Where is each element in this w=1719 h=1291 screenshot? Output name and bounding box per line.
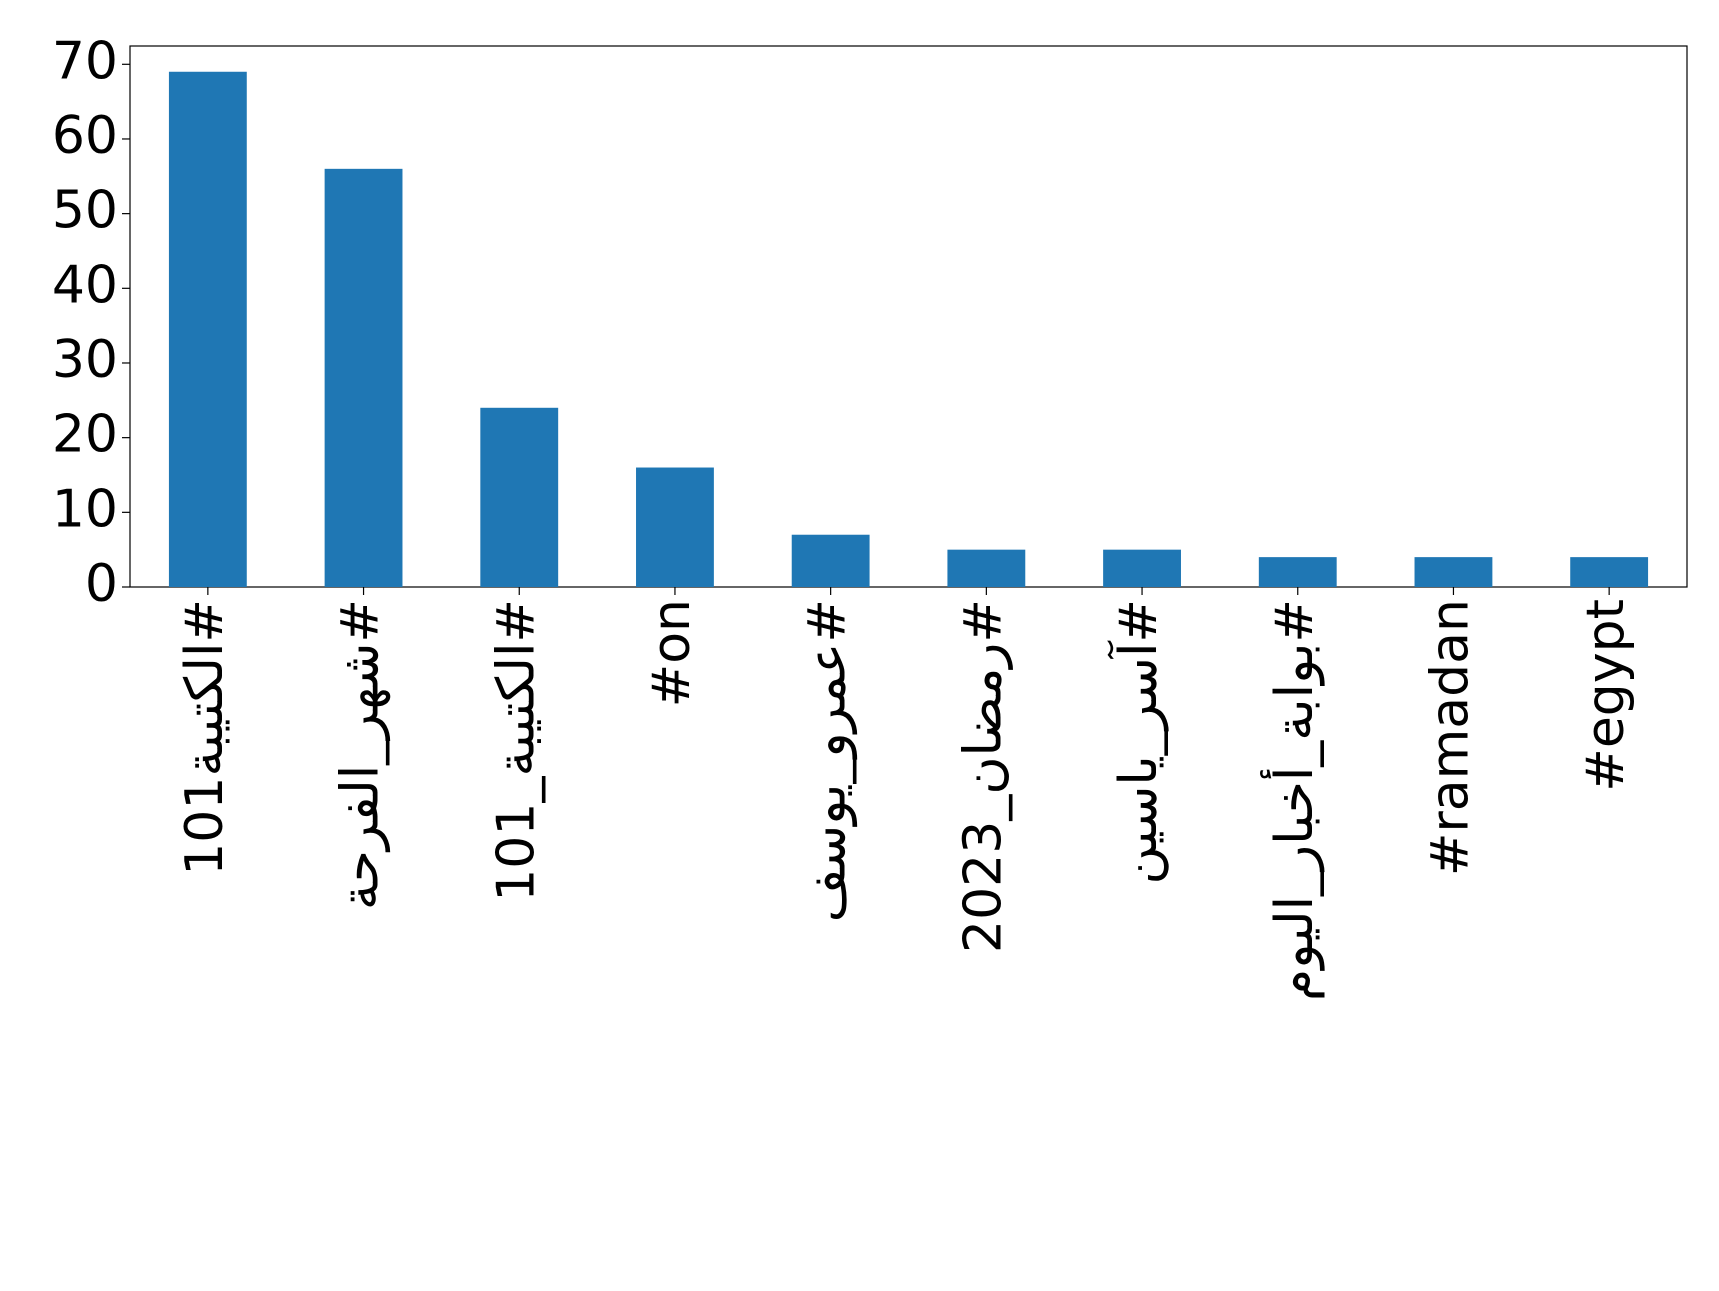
bar — [1258, 557, 1337, 587]
bar — [1570, 557, 1649, 587]
bar — [791, 534, 870, 587]
x-tick-label: #بوابة_أخبار_اليوم — [1260, 599, 1325, 1001]
y-tick-label: 70 — [52, 31, 118, 91]
y-tick-label: 20 — [52, 405, 118, 465]
y-tick-label: 0 — [85, 554, 118, 614]
bar — [1103, 549, 1181, 587]
y-tick-label: 50 — [52, 181, 118, 241]
bar — [947, 549, 1026, 587]
bar — [480, 407, 559, 587]
bar — [168, 71, 247, 587]
x-tick-label: #on — [642, 599, 702, 707]
y-tick-label: 40 — [52, 255, 118, 315]
y-tick-label: 30 — [52, 330, 118, 390]
x-tick-label: #شهر_الفرحة — [331, 599, 391, 910]
x-tick-label: #عمرو_يوسف — [798, 599, 858, 922]
x-tick-label: #ramadan — [1420, 599, 1480, 876]
y-tick-label: 10 — [52, 479, 118, 539]
bar — [636, 467, 714, 587]
x-tick-label: #رمضان_2023 — [953, 599, 1013, 953]
x-tick-label: #egypt — [1576, 599, 1636, 792]
x-tick-label: #الكتيبة_101 — [486, 599, 546, 902]
x-tick-label: #الكتيبة101 — [175, 599, 235, 876]
plot-frame — [129, 45, 1688, 588]
y-tick-label: 60 — [52, 106, 118, 166]
bar — [1414, 557, 1493, 587]
bar — [324, 168, 403, 587]
x-tick-label: #آسر_ياسين — [1106, 599, 1169, 884]
